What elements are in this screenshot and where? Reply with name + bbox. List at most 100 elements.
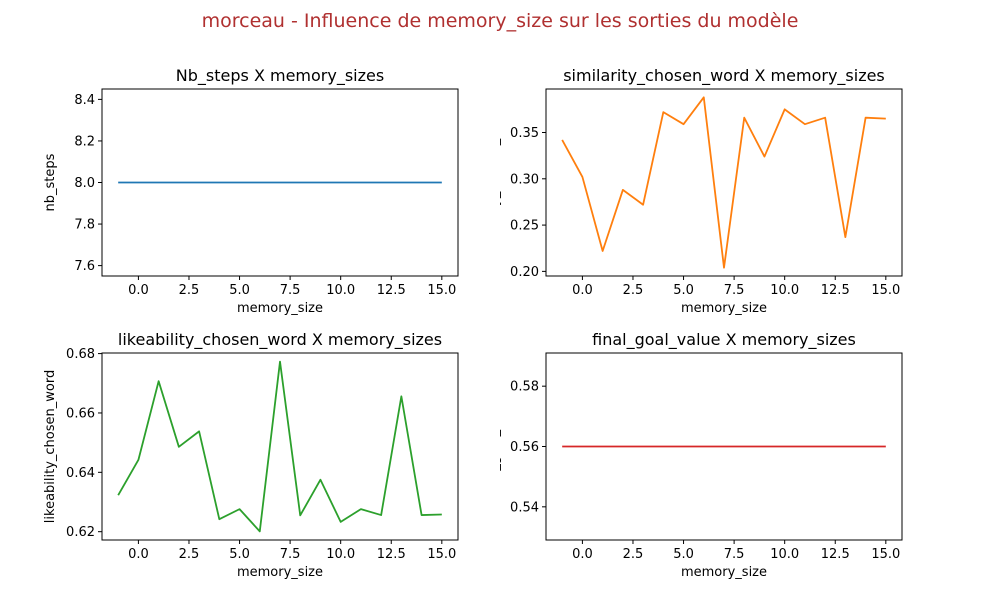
chart-3-xtick-label: 2.5 xyxy=(623,547,644,562)
chart-2-xtick-label: 2.5 xyxy=(179,547,200,562)
chart-1-point xyxy=(743,117,745,119)
chart-3-point xyxy=(663,446,665,448)
subplot-final-goal-value: final_goal_value X memory_sizes 0.0 2.5 5.0… xyxy=(500,330,903,580)
chart-3-title: final_goal_value X memory_sizes xyxy=(592,330,856,350)
chart-0-point xyxy=(320,182,322,184)
chart-2-series-line xyxy=(117,360,442,533)
chart-2-ytick-label: 0.68 xyxy=(66,347,95,362)
chart-2-point xyxy=(421,514,423,516)
chart-0-ytick-label: 8.2 xyxy=(74,134,95,149)
figure-title-area: morceau - Influence de memory_size sur l… xyxy=(202,10,799,32)
chart-3-point xyxy=(683,446,685,448)
chart-0-point xyxy=(158,182,160,184)
chart-0-xtick-label: 5.0 xyxy=(229,283,250,298)
chart-1-point xyxy=(602,250,604,252)
subplot-nb-steps: Nb_steps X memory_sizes 0.0 2.5 5.0 7.5 10.0 1… xyxy=(43,66,459,316)
chart-3-point xyxy=(622,446,624,448)
chart-0-ytick-label: 8.4 xyxy=(74,93,95,108)
chart-2-ytick-label: 0.64 xyxy=(66,466,95,481)
chart-1-point xyxy=(804,123,806,125)
chart-0-xtick-label: 2.5 xyxy=(179,283,200,298)
chart-0-point xyxy=(360,182,362,184)
chart-1-title: similarity_chosen_word X memory_sizes xyxy=(563,66,885,86)
chart-1-xtick-label: 10.0 xyxy=(770,283,799,298)
subplot-likeability-chosen-word: likeability_chosen_word X memory_sizes 0.… xyxy=(43,330,459,580)
chart-2-xtick-label: 5.0 xyxy=(229,547,250,562)
chart-3-point xyxy=(561,446,563,448)
chart-2-point xyxy=(158,380,160,382)
chart-2-xtick-label: 15.0 xyxy=(427,547,456,562)
chart-0-ytick-label: 8.0 xyxy=(74,176,95,191)
chart-2-point xyxy=(198,431,200,433)
chart-2-point xyxy=(441,514,443,516)
chart-1-point xyxy=(642,204,644,206)
chart-0-point xyxy=(178,182,180,184)
chart-3-point xyxy=(582,446,584,448)
chart-3-xtick-label: 7.5 xyxy=(724,547,745,562)
chart-3-ytick-label: 0.58 xyxy=(510,380,539,395)
chart-1-xlabel: memory_size xyxy=(681,301,767,316)
chart-0-point xyxy=(299,182,301,184)
chart-2-xtick-label: 10.0 xyxy=(326,547,355,562)
chart-0-point xyxy=(279,182,281,184)
chart-1-point xyxy=(683,123,685,125)
chart-2-point xyxy=(259,531,261,533)
chart-0-point xyxy=(340,182,342,184)
chart-3-point xyxy=(743,446,745,448)
chart-2-point xyxy=(320,479,322,481)
chart-0-point xyxy=(421,182,423,184)
chart-3-point xyxy=(804,446,806,448)
chart-0-point xyxy=(138,182,140,184)
chart-3-ylabel: final_goal_value xyxy=(500,394,502,498)
chart-1-point xyxy=(582,176,584,178)
chart-1-xtick-label: 5.0 xyxy=(673,283,694,298)
chart-1-point xyxy=(561,139,563,141)
chart-1-point xyxy=(703,97,705,99)
chart-2-point xyxy=(219,518,221,520)
chart-3-point xyxy=(784,446,786,448)
chart-0-point xyxy=(441,182,443,184)
chart-3-point xyxy=(642,446,644,448)
chart-2-xtick-label: 0.0 xyxy=(128,547,149,562)
chart-1-ytick-label: 0.30 xyxy=(510,172,539,187)
chart-0-point xyxy=(117,182,119,184)
chart-3-point xyxy=(723,446,725,448)
chart-3-point xyxy=(845,446,847,448)
chart-1-xtick-label: 7.5 xyxy=(724,283,745,298)
chart-1-point xyxy=(865,117,867,119)
chart-1-axes-frame xyxy=(545,88,903,277)
chart-2-ylabel: likeability_chosen_word xyxy=(43,370,58,523)
chart-2-ytick-label: 0.66 xyxy=(66,406,95,421)
chart-2-xtick-label: 12.5 xyxy=(377,547,406,562)
chart-0-xtick-label: 7.5 xyxy=(280,283,301,298)
chart-3-ytick-label: 0.54 xyxy=(510,500,539,515)
chart-1-xtick-label: 15.0 xyxy=(871,283,900,298)
chart-1-point xyxy=(663,111,665,113)
chart-2-ytick-label: 0.62 xyxy=(66,525,95,540)
chart-0-point xyxy=(401,182,403,184)
chart-3-point xyxy=(865,446,867,448)
chart-1-ytick-label: 0.20 xyxy=(510,265,539,280)
chart-3-xtick-label: 5.0 xyxy=(673,547,694,562)
chart-3-xtick-label: 0.0 xyxy=(572,547,593,562)
chart-2-point xyxy=(279,361,281,363)
chart-1-point xyxy=(723,267,725,269)
chart-0-point xyxy=(198,182,200,184)
chart-2-point xyxy=(401,396,403,398)
chart-3-xtick-label: 10.0 xyxy=(770,547,799,562)
chart-1-point xyxy=(764,156,766,158)
chart-0-xlabel: memory_size xyxy=(237,301,323,316)
chart-2-point xyxy=(117,494,119,496)
chart-2-xtick-label: 7.5 xyxy=(280,547,301,562)
chart-2-xlabel: memory_size xyxy=(237,565,323,580)
chart-1-xtick-label: 12.5 xyxy=(821,283,850,298)
chart-1-ylabel: similarity_chosen_word xyxy=(500,107,502,258)
chart-1-point xyxy=(845,236,847,238)
chart-3-point xyxy=(602,446,604,448)
chart-0-ylabel: nb_steps xyxy=(43,153,58,211)
chart-1-xtick-label: 0.0 xyxy=(572,283,593,298)
chart-2-point xyxy=(239,508,241,510)
chart-3-ytick-label: 0.56 xyxy=(510,440,539,455)
chart-1-series-line xyxy=(561,96,886,269)
